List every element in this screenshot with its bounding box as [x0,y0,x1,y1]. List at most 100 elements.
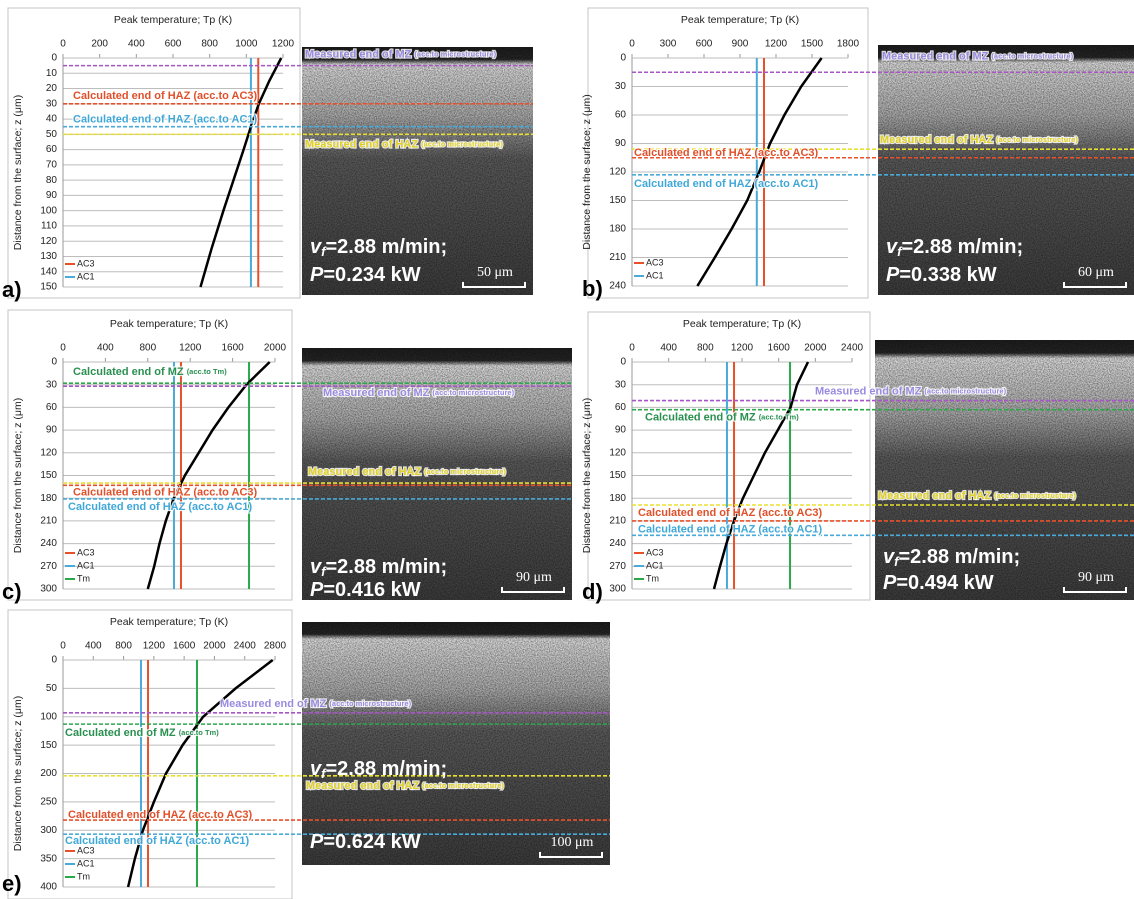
y-tick-label: 270 [609,561,626,572]
x-tick-label: 2000 [203,641,226,652]
x-tick-label: 0 [629,343,635,354]
y-tick-label: 150 [40,470,57,481]
x-tick-label: 0 [60,39,66,50]
y-tick-label: 100 [40,205,57,216]
annotation-note: (acc.to microstructure) [991,51,1073,60]
y-tick-label: 10 [46,68,58,79]
legend-label: AC3 [77,845,95,855]
power-symbol: P [883,572,897,594]
annotation-label: Calculated end of HAZ (acc.to AC1) [68,501,253,513]
x-tick-label: 800 [115,641,132,652]
x-tick-label: 800 [139,343,156,354]
legend-label: AC1 [77,858,95,868]
power-value: =0.234 kW [323,264,420,286]
y-tick-label: 210 [609,252,626,263]
annotation-text: Measured end of HAZ [880,134,993,146]
y-tick-label: 0 [51,357,57,368]
power-symbol: P [310,264,324,286]
y-tick-label: 150 [609,470,626,481]
y-tick-label: 120 [40,236,57,247]
scale-bar-label: 60 μm [1078,265,1114,280]
x-tick-label: 300 [660,39,677,50]
y-tick-label: 200 [40,768,57,779]
x-tick-label: 400 [128,39,145,50]
speed-label: vf=2.88 m/min; [886,236,1023,259]
x-tick-label: 400 [97,343,114,354]
y-tick-label: 210 [40,516,57,527]
y-tick-label: 30 [46,98,58,109]
annotation-text: Calculated end of HAZ (acc.to AC1) [634,178,819,190]
x-tick-label: 1200 [272,39,295,50]
annotation-note: (acc.to Tm) [759,413,800,422]
annotation-text: Calculated end of HAZ (acc.to AC3) [68,809,253,821]
annotation-note: (acc.to microstructure) [414,50,496,59]
legend-label: AC3 [77,258,95,268]
power-value: =0.338 kW [899,264,996,286]
annotation-label: Measured end of HAZ (acc.to microstructu… [880,134,1078,146]
x-tick-label: 2400 [234,641,257,652]
chart-title: Peak temperature; Tp (K) [681,14,799,26]
x-tick-label: 0 [60,641,66,652]
annotation-label: Measured end of HAZ (acc.to microstructu… [306,780,504,792]
x-tick-label: 2800 [264,641,287,652]
annotation-label: Calculated end of HAZ (acc.to AC1) [65,835,250,847]
annotation-label: Calculated end of HAZ (acc.to AC3) [638,507,823,519]
chart-frame [7,309,293,601]
speed-symbol: v [310,758,323,780]
speed-symbol: v [310,556,323,578]
y-tick-label: 150 [609,195,626,206]
y-tick-label: 30 [615,379,627,390]
annotation-label: Measured end of MZ (acc.to microstructur… [815,385,1007,397]
power-symbol: P [886,264,900,286]
power-label: P=0.624 kW [310,831,421,853]
y-tick-label: 60 [615,402,627,413]
y-tick-label: 180 [40,493,57,504]
power-label: P=0.338 kW [886,264,997,286]
scale-bar-label: 50 μm [477,265,513,280]
x-tick-label: 600 [165,39,182,50]
temperature-curve [126,659,274,888]
legend-label: AC3 [646,257,664,267]
annotation-note: (acc.to Tm) [179,728,220,737]
annotation-text: Measured end of HAZ [306,780,419,792]
scale-bar [462,282,526,288]
annotation-label: Calculated end of HAZ (acc.to AC1) [638,523,823,535]
y-tick-label: 180 [609,493,626,504]
x-tick-label: 800 [201,39,218,50]
speed-value: =2.88 m/min; [325,758,447,780]
y-tick-label: 150 [40,282,57,293]
y-axis-label: Distance from the surface; z (μm) [12,398,24,553]
x-tick-label: 1200 [143,641,166,652]
micrograph-texture [875,340,1134,600]
speed-symbol: v [883,546,896,568]
chart-title: Peak temperature; Tp (K) [110,616,228,628]
x-tick-label: 1600 [173,641,196,652]
annotation-text: Calculated end of HAZ (acc.to AC3) [73,486,258,498]
speed-subscript: f [897,244,903,259]
y-tick-label: 350 [40,853,57,864]
power-label: P=0.234 kW [310,264,421,286]
y-tick-label: 0 [620,53,626,64]
x-tick-label: 1200 [765,39,788,50]
y-tick-label: 90 [46,425,58,436]
y-tick-label: 300 [609,584,626,595]
legend-label: AC1 [77,560,95,570]
y-tick-label: 60 [46,402,58,413]
y-tick-label: 30 [615,81,627,92]
annotation-text: Calculated end of HAZ (acc.to AC3) [638,507,823,519]
speed-value: =2.88 m/min; [325,236,447,258]
y-axis-label: Distance from the surface; z (μm) [12,696,24,851]
legend-label: AC1 [77,271,95,281]
panel-label: a) [2,277,22,302]
x-tick-label: 0 [629,39,635,50]
annotation-label: Measured end of MZ (acc.to microstructur… [220,698,412,710]
x-tick-label: 1600 [221,343,244,354]
y-tick-label: 70 [46,160,58,171]
annotation-text: Calculated end of HAZ (acc.to AC1) [65,835,250,847]
annotation-label: Calculated end of HAZ (acc.to AC3) [73,90,258,102]
scale-bar [539,852,603,858]
y-axis-label: Distance from the surface; z (μm) [581,398,593,553]
annotation-label: Calculated end of MZ (acc.to Tm) [65,727,219,739]
scale-bar-label: 100 μm [551,835,594,850]
y-tick-label: 50 [46,129,58,140]
